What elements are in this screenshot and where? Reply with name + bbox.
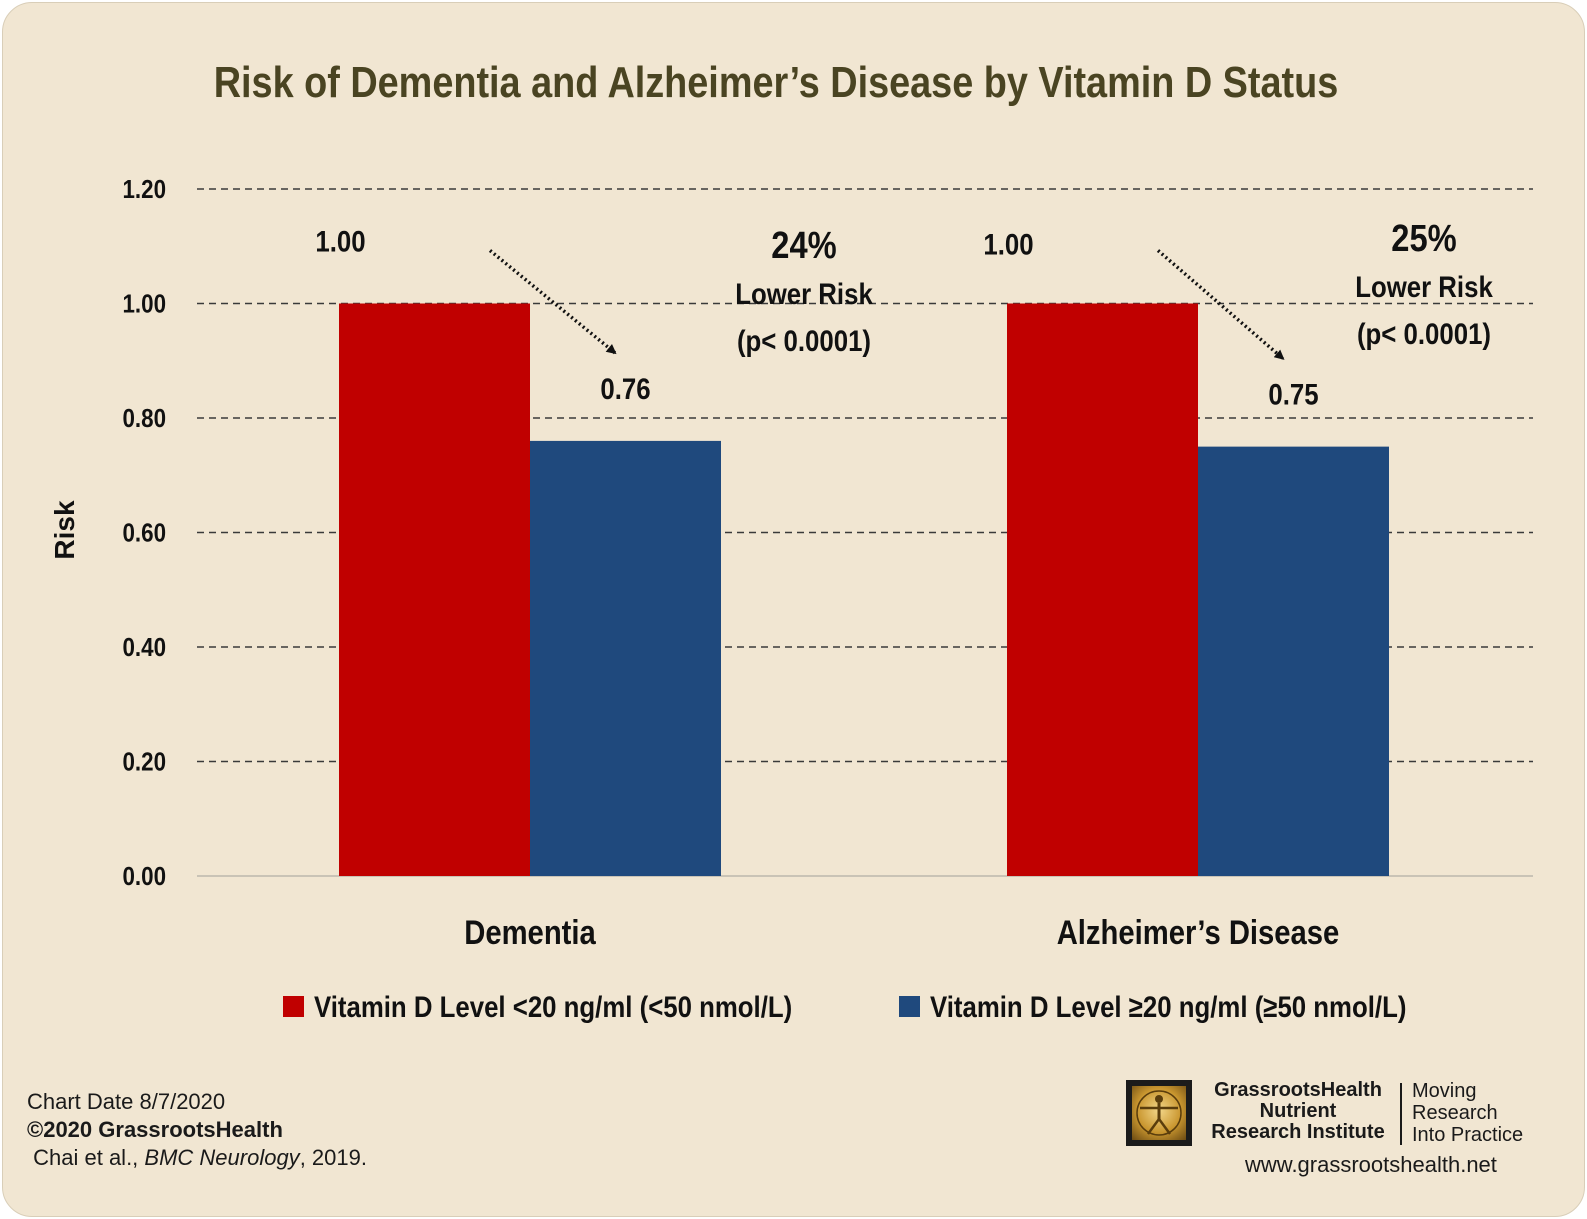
chart-title: Risk of Dementia and Alzheimer’s Disease…: [214, 57, 1339, 106]
logo-tagline-line3: Into Practice: [1412, 1124, 1524, 1146]
chart-date: Chart Date 8/7/2020: [27, 1089, 226, 1114]
footer-left: Chart Date 8/7/2020 ©2020 GrassrootsHeal…: [27, 1088, 367, 1172]
dotted-arrow: [488, 249, 617, 355]
annotation-text: Lower Risk: [1355, 270, 1493, 303]
y-tick-label: 1.20: [123, 175, 166, 204]
citation-authors: Chai et al.,: [33, 1145, 145, 1170]
y-tick-label: 0.40: [123, 633, 166, 662]
x-category-label: Dementia: [464, 913, 596, 952]
logo-org-name: GrassrootsHealth Nutrient Research Insti…: [1204, 1080, 1392, 1143]
bar-low-vitd-0: [339, 303, 530, 876]
bar-low-vitd-1: [1007, 303, 1198, 876]
logo-tagline: Moving Research Into Practice: [1412, 1080, 1523, 1146]
x-category-label: Alzheimer’s Disease: [1057, 913, 1340, 952]
website-link[interactable]: www.grassrootshealth.net: [1245, 1152, 1497, 1177]
copyright: ©2020 GrassrootsHealth: [27, 1117, 283, 1142]
y-tick-label: 0.80: [123, 404, 166, 433]
y-tick-label: 0.60: [123, 519, 166, 548]
data-label: 0.76: [600, 372, 650, 405]
logo-org-line3: Research Institute: [1211, 1121, 1385, 1143]
data-label: 1.00: [315, 225, 365, 258]
logo-tagline-line1: Moving: [1412, 1080, 1477, 1102]
citation: Chai et al., BMC Neurology, 2019.: [27, 1144, 367, 1172]
legend-swatch-1: [899, 996, 920, 1017]
legend-swatch-0: [283, 996, 304, 1017]
annotation-percent: 25%: [1391, 217, 1456, 260]
data-label: 0.75: [1268, 378, 1318, 411]
y-tick-label: 1.00: [123, 290, 166, 319]
annotation-pvalue: (p< 0.0001): [737, 324, 871, 357]
legend-label-1: Vitamin D Level ≥20 ng/ml (≥50 nmol/L): [930, 990, 1406, 1023]
annotation-text: Lower Risk: [735, 277, 873, 310]
legend-label-0: Vitamin D Level <20 ng/ml (<50 nmol/L): [314, 990, 792, 1023]
logo-org-line2: Nutrient: [1259, 1100, 1337, 1122]
logo-tagline-line2: Research: [1412, 1102, 1498, 1124]
y-tick-label: 0.20: [123, 748, 166, 777]
bar-high-vitd-1: [1198, 446, 1389, 876]
logo-divider: [1400, 1083, 1402, 1145]
citation-journal: BMC Neurology: [144, 1145, 300, 1170]
annotation-pvalue: (p< 0.0001): [1357, 317, 1491, 350]
annotation-percent: 24%: [771, 224, 836, 267]
y-axis-label: Risk: [49, 500, 80, 560]
bar-high-vitd-0: [530, 440, 721, 876]
logo-org-line1: GrassrootsHealth: [1214, 1079, 1382, 1101]
y-tick-label: 0.00: [123, 862, 166, 891]
citation-year: , 2019.: [299, 1145, 367, 1170]
data-label: 1.00: [983, 228, 1033, 261]
vitruvian-logo-icon: [1126, 1080, 1192, 1146]
